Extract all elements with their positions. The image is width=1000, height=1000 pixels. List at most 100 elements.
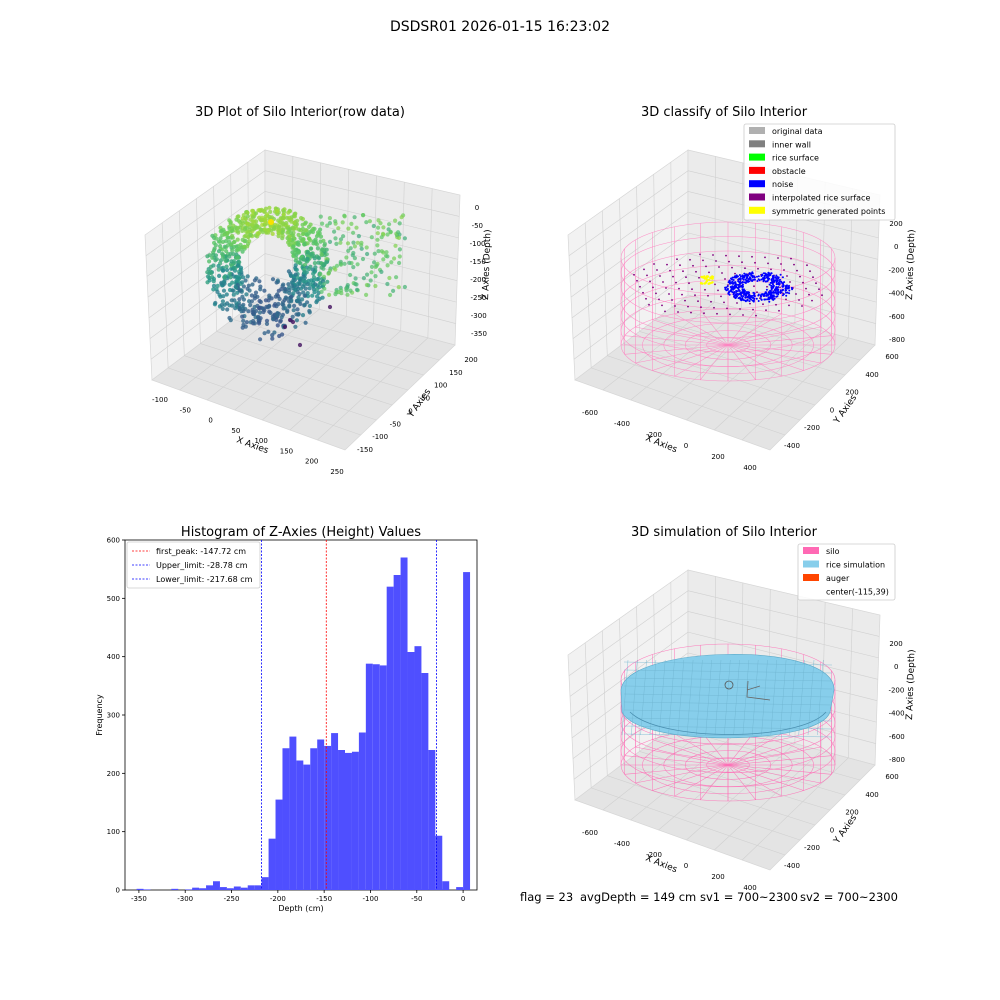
rice-mesh-line xyxy=(677,659,684,736)
grid-line xyxy=(317,337,429,441)
raw-point xyxy=(302,269,307,275)
figure-suptitle: DSDSR01 2026-01-15 16:23:02 xyxy=(390,19,610,35)
raw-point xyxy=(389,260,394,265)
raw-point xyxy=(238,242,243,247)
raw-point xyxy=(246,309,251,314)
raw-point xyxy=(291,240,296,245)
interpolated-point xyxy=(687,305,689,308)
classify-z-tick-label: -600 xyxy=(889,313,905,321)
histogram-bar xyxy=(407,652,415,890)
footer-avg-depth: avgDepth = 149 cm xyxy=(580,890,696,904)
grid-line xyxy=(264,170,460,217)
raw-point xyxy=(253,309,259,314)
raw-point xyxy=(211,283,217,288)
rice-mesh-line xyxy=(705,659,712,736)
silo-spoke xyxy=(727,764,782,797)
simulation-z-tick-label: 0 xyxy=(894,663,898,671)
classify-legend: original data inner wall rice surface obsta… xyxy=(743,123,896,221)
raw-point xyxy=(289,217,294,222)
raw-point xyxy=(211,263,216,268)
noise-point xyxy=(767,276,769,279)
classify-legend-swatch xyxy=(749,140,765,148)
noise-point xyxy=(736,295,739,298)
raw-point xyxy=(210,255,215,260)
raw-point xyxy=(300,222,305,227)
raw-point xyxy=(230,228,235,234)
noise-point xyxy=(757,293,760,296)
silo-floor-ring xyxy=(663,743,793,787)
rice-mesh-line xyxy=(623,733,833,738)
raw-point xyxy=(263,217,268,222)
raw-point xyxy=(236,225,241,230)
silo-spoke xyxy=(727,764,756,800)
raw-x-tick-label: -50 xyxy=(180,406,191,414)
noise-point xyxy=(783,281,786,284)
rice-mesh-line xyxy=(770,659,777,736)
raw-point xyxy=(338,240,343,245)
noise-point xyxy=(781,281,783,284)
noise-point xyxy=(733,276,736,279)
silo-spoke xyxy=(727,344,782,377)
raw-point xyxy=(230,248,235,253)
raw-point xyxy=(388,229,393,234)
raw-point xyxy=(391,288,396,293)
simulation-x-tick-label: 0 xyxy=(684,862,688,870)
raw-point xyxy=(245,210,250,215)
simulation-y-tick-label: -400 xyxy=(784,862,800,870)
noise-point xyxy=(777,281,780,284)
noise-point xyxy=(788,289,791,292)
noise-point xyxy=(741,274,744,277)
raw-point xyxy=(396,230,401,235)
noise-point xyxy=(775,274,778,277)
noise-point xyxy=(744,299,747,302)
noise-point xyxy=(775,281,778,284)
classify-legend-swatch xyxy=(749,206,765,214)
raw-point xyxy=(221,268,226,273)
raw-point xyxy=(262,227,267,232)
simulation-legend-swatch xyxy=(803,547,819,554)
raw-y-tick-label: 150 xyxy=(449,369,462,377)
raw-point xyxy=(237,271,242,276)
raw-point xyxy=(327,221,332,226)
noise-point xyxy=(737,286,740,289)
raw-point xyxy=(302,242,307,247)
raw-point xyxy=(281,216,286,221)
raw-point xyxy=(283,295,288,300)
raw-z-tick-label: -300 xyxy=(471,312,487,320)
rice-mesh-line xyxy=(623,677,833,682)
interpolated-point xyxy=(642,291,644,294)
noise-point xyxy=(770,272,773,275)
raw-point xyxy=(385,281,390,287)
histogram-legend-label: Upper_limit: -28.78 cm xyxy=(156,561,248,570)
noise-point xyxy=(749,272,751,275)
raw-point xyxy=(236,263,241,268)
classify-title: 3D classify of Silo Interior xyxy=(641,105,808,120)
raw-point xyxy=(369,270,374,275)
grid-line xyxy=(569,191,689,277)
noise-point xyxy=(726,288,729,291)
raw-point xyxy=(253,290,259,295)
symmetric-point xyxy=(711,281,714,284)
raw-point xyxy=(224,267,230,273)
raw-point xyxy=(385,263,390,268)
raw-point xyxy=(351,230,356,235)
raw-point xyxy=(291,227,296,232)
grid-line xyxy=(653,174,657,320)
classify-z-tick-label: -800 xyxy=(889,336,905,344)
interpolated-point xyxy=(705,265,707,268)
rice-mesh-line xyxy=(761,659,768,736)
classify-x-tick-label: -200 xyxy=(646,431,662,439)
interpolated-point xyxy=(656,269,658,271)
raw-point xyxy=(228,318,233,323)
classify-legend-label: original data xyxy=(772,127,823,136)
silo-spoke xyxy=(652,739,729,766)
noise-point xyxy=(735,283,738,286)
grid-line xyxy=(262,323,374,421)
silo-spoke xyxy=(635,326,729,346)
interpolated-point xyxy=(754,261,756,264)
classify-legend-swatch xyxy=(749,166,765,174)
raw-point xyxy=(287,227,292,232)
raw-point xyxy=(393,243,398,248)
raw-point xyxy=(235,255,240,260)
noise-point xyxy=(726,285,729,288)
